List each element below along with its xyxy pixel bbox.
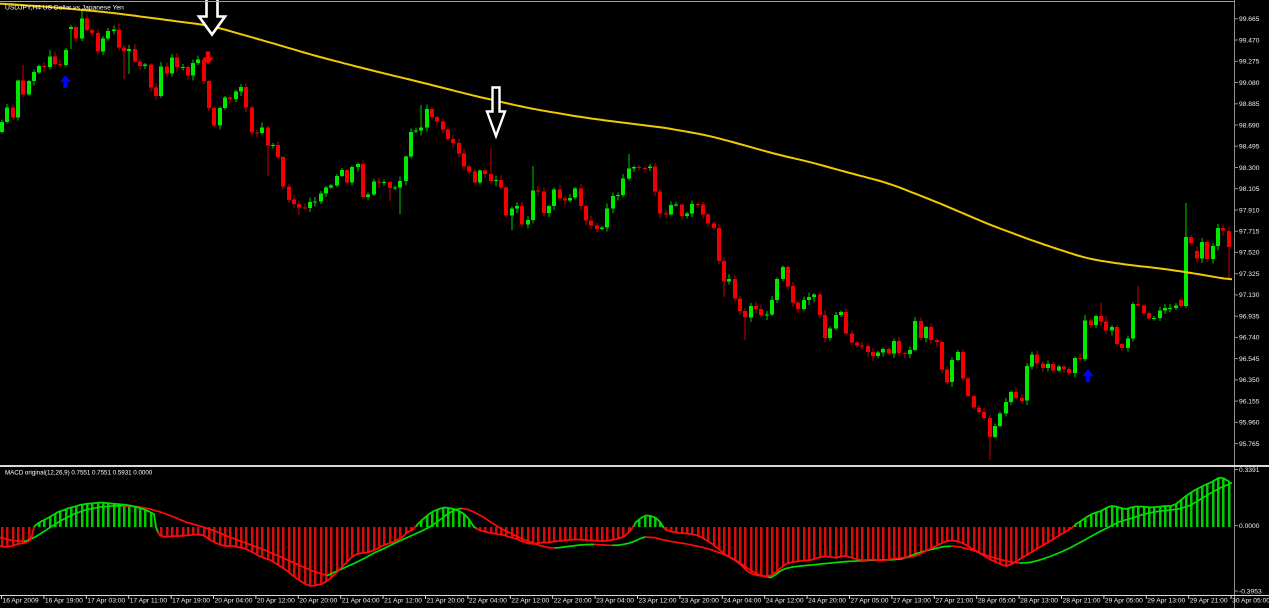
svg-text:29 Apr 21:00: 29 Apr 21:00 [1190, 598, 1228, 605]
svg-text:29 Apr 05:00: 29 Apr 05:00 [1105, 598, 1143, 605]
svg-text:0.0000: 0.0000 [1239, 523, 1260, 530]
svg-text:96.350: 96.350 [1239, 377, 1260, 384]
svg-text:98.885: 98.885 [1239, 101, 1260, 108]
svg-text:30 Apr 05:00: 30 Apr 05:00 [1232, 598, 1269, 605]
svg-text:23 Apr 12:00: 23 Apr 12:00 [639, 598, 677, 605]
svg-text:17 Apr 03:00: 17 Apr 03:00 [87, 598, 125, 605]
svg-text:98.495: 98.495 [1239, 144, 1260, 151]
svg-text:16 Apr 19:00: 16 Apr 19:00 [45, 598, 83, 605]
svg-text:20 Apr 04:00: 20 Apr 04:00 [215, 598, 253, 605]
svg-text:22 Apr 12:00: 22 Apr 12:00 [511, 598, 549, 605]
svg-text:97.130: 97.130 [1239, 292, 1260, 299]
svg-text:20 Apr 12:00: 20 Apr 12:00 [257, 598, 295, 605]
svg-text:96.935: 96.935 [1239, 314, 1260, 321]
svg-text:16 Apr 2009: 16 Apr 2009 [3, 598, 39, 605]
svg-text:24 Apr 20:00: 24 Apr 20:00 [808, 598, 846, 605]
svg-text:97.910: 97.910 [1239, 207, 1260, 214]
svg-text:98.105: 98.105 [1239, 186, 1260, 193]
svg-text:98.300: 98.300 [1239, 165, 1260, 172]
svg-text:17 Apr 19:00: 17 Apr 19:00 [172, 598, 210, 605]
svg-text:99.275: 99.275 [1239, 59, 1260, 66]
svg-text:28 Apr 05:00: 28 Apr 05:00 [978, 598, 1016, 605]
svg-text:95.960: 95.960 [1239, 420, 1260, 427]
svg-text:28 Apr 13:00: 28 Apr 13:00 [1020, 598, 1058, 605]
svg-text:29 Apr 13:00: 29 Apr 13:00 [1147, 598, 1185, 605]
svg-text:98.690: 98.690 [1239, 122, 1260, 129]
svg-text:27 Apr 13:00: 27 Apr 13:00 [893, 598, 931, 605]
svg-text:USDJPY,H4 US Dollar vs Japanes: USDJPY,H4 US Dollar vs Japanese Yen [5, 5, 124, 12]
svg-text:27 Apr 05:00: 27 Apr 05:00 [851, 598, 889, 605]
svg-text:28 Apr 21:00: 28 Apr 21:00 [1063, 598, 1101, 605]
svg-text:22 Apr 04:00: 22 Apr 04:00 [469, 598, 507, 605]
svg-text:21 Apr 12:00: 21 Apr 12:00 [384, 598, 422, 605]
svg-text:99.080: 99.080 [1239, 80, 1260, 87]
svg-text:23 Apr 04:00: 23 Apr 04:00 [596, 598, 634, 605]
svg-text:21 Apr 20:00: 21 Apr 20:00 [427, 598, 465, 605]
svg-text:97.520: 97.520 [1239, 250, 1260, 257]
svg-text:-0.3953: -0.3953 [1239, 588, 1262, 595]
svg-text:97.715: 97.715 [1239, 229, 1260, 236]
svg-text:22 Apr 20:00: 22 Apr 20:00 [554, 598, 592, 605]
svg-text:24 Apr 04:00: 24 Apr 04:00 [723, 598, 761, 605]
svg-text:95.765: 95.765 [1239, 441, 1260, 448]
svg-text:97.325: 97.325 [1239, 271, 1260, 278]
svg-text:20 Apr 20:00: 20 Apr 20:00 [299, 598, 337, 605]
svg-text:MACD original(12,26,9) 0.7551: MACD original(12,26,9) 0.7551 0.7551 0.5… [5, 470, 153, 477]
svg-text:96.740: 96.740 [1239, 335, 1260, 342]
svg-text:0.3391: 0.3391 [1239, 467, 1260, 474]
svg-text:96.545: 96.545 [1239, 356, 1260, 363]
svg-text:23 Apr 20:00: 23 Apr 20:00 [681, 598, 719, 605]
svg-text:17 Apr 11:00: 17 Apr 11:00 [130, 598, 168, 605]
svg-text:24 Apr 12:00: 24 Apr 12:00 [766, 598, 804, 605]
svg-text:21 Apr 04:00: 21 Apr 04:00 [342, 598, 380, 605]
svg-text:99.665: 99.665 [1239, 16, 1260, 23]
svg-text:96.155: 96.155 [1239, 398, 1260, 405]
svg-text:27 Apr 21:00: 27 Apr 21:00 [935, 598, 973, 605]
svg-text:99.470: 99.470 [1239, 37, 1260, 44]
